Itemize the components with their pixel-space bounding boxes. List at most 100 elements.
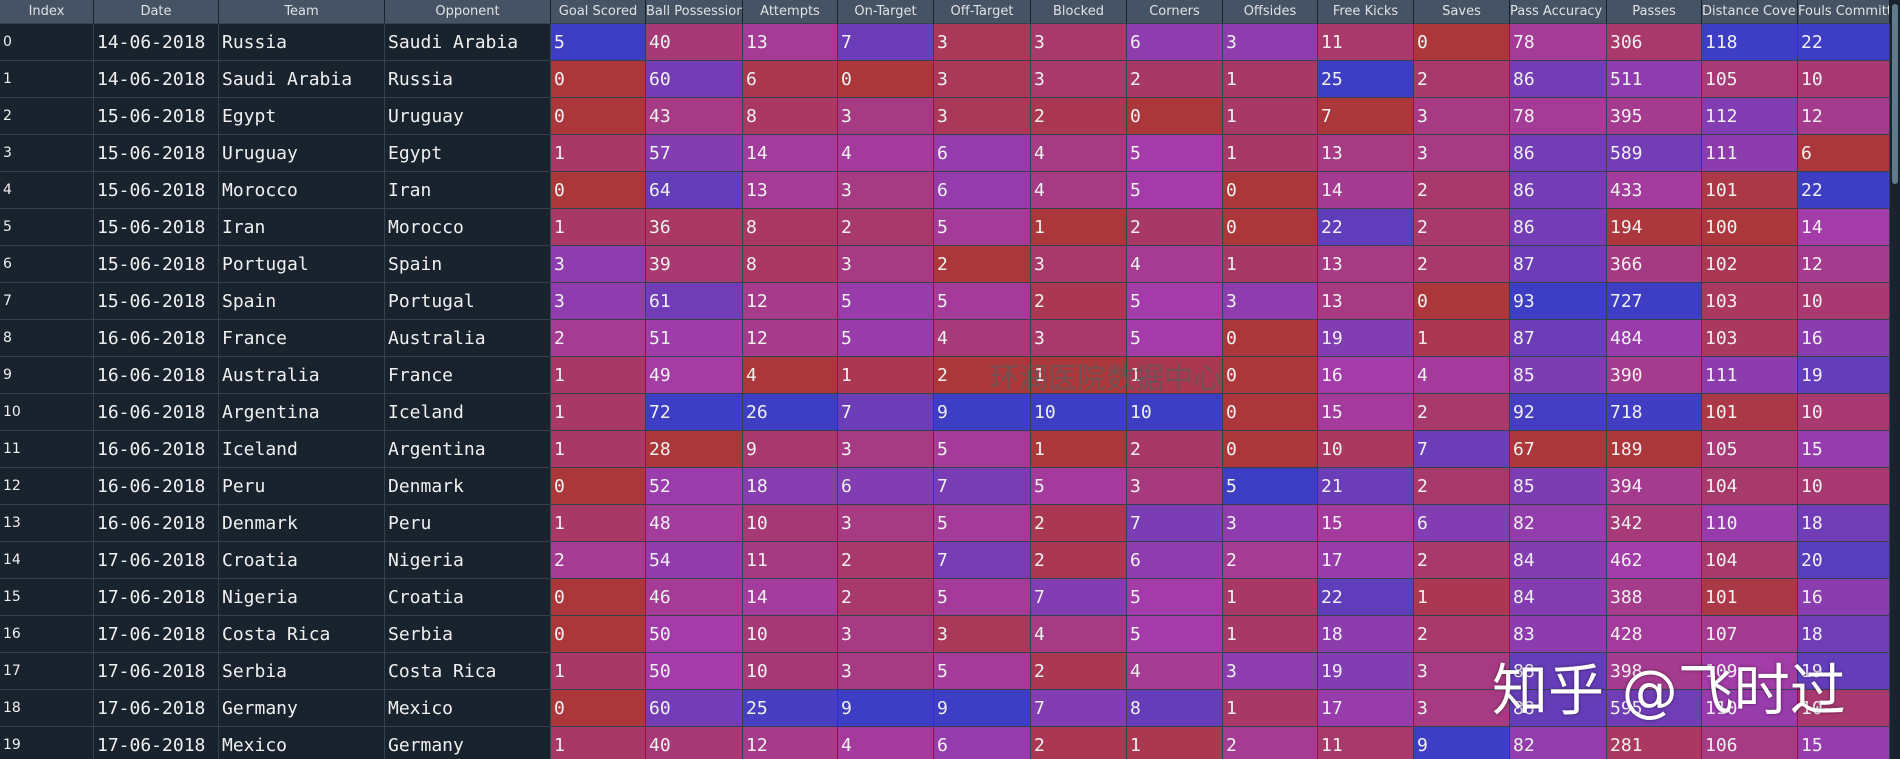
table-cell: 2 [1127, 61, 1223, 98]
column-header[interactable]: Ball Possession % [646, 0, 743, 24]
column-header[interactable]: Opponent [385, 0, 551, 24]
table-cell: 9 [934, 394, 1031, 431]
table-cell: 104 [1702, 468, 1798, 505]
column-header[interactable]: Pass Accuracy % [1510, 0, 1607, 24]
table-cell: 10 [743, 505, 838, 542]
table-cell: 589 [1607, 135, 1702, 172]
table-cell: 433 [1607, 172, 1702, 209]
table-cell: 88 [1510, 690, 1607, 727]
table-cell: 15 [1798, 727, 1890, 759]
table-cell: 82 [1510, 505, 1607, 542]
table-cell: 8 [743, 209, 838, 246]
table-cell: 2 [551, 320, 646, 357]
table-cell: 3 [934, 61, 1031, 98]
table-cell: 2 [1127, 209, 1223, 246]
column-header[interactable]: On-Target [838, 0, 934, 24]
table-cell: 72 [646, 394, 743, 431]
column-header[interactable]: Off-Target [934, 0, 1031, 24]
table-cell: 15-06-2018 [94, 172, 219, 209]
table-cell: 7 [934, 542, 1031, 579]
table-cell: Australia [385, 320, 551, 357]
table-cell: 40 [646, 727, 743, 759]
table-cell: 10 [1127, 394, 1223, 431]
table-cell: 394 [1607, 468, 1702, 505]
table-cell: 93 [1510, 283, 1607, 320]
table-cell: Iran [219, 209, 385, 246]
row-index: 17 [0, 653, 94, 690]
table-cell: 28 [646, 431, 743, 468]
table-cell: 12 [743, 320, 838, 357]
row-index: 18 [0, 690, 94, 727]
column-header[interactable]: Attempts [743, 0, 838, 24]
column-header[interactable]: Goal Scored [551, 0, 646, 24]
table-cell: 366 [1607, 246, 1702, 283]
table-cell: 15-06-2018 [94, 98, 219, 135]
column-header[interactable]: Free Kicks [1318, 0, 1414, 24]
table-cell: 3 [1414, 135, 1510, 172]
table-cell: Nigeria [219, 579, 385, 616]
table-cell: 6 [743, 61, 838, 98]
table-cell: 16 [1318, 357, 1414, 394]
table-cell: Uruguay [385, 98, 551, 135]
row-index: 10 [0, 394, 94, 431]
table-cell: Argentina [385, 431, 551, 468]
table-cell: 60 [646, 61, 743, 98]
table-cell: 107 [1702, 616, 1798, 653]
table-cell: 13 [743, 24, 838, 61]
row-index: 4 [0, 172, 94, 209]
table-cell: Serbia [385, 616, 551, 653]
table-cell: 0 [551, 172, 646, 209]
column-header[interactable]: Date [94, 0, 219, 24]
table-cell: 0 [1223, 394, 1318, 431]
column-header[interactable]: Passes [1607, 0, 1702, 24]
table-cell: 4 [1031, 172, 1127, 209]
table-cell: 19 [1318, 653, 1414, 690]
column-header[interactable]: Index [0, 0, 94, 24]
table-cell: 112 [1702, 98, 1798, 135]
column-header[interactable]: Distance Covered (Kms) [1702, 0, 1798, 24]
table-cell: Argentina [219, 394, 385, 431]
table-cell: 0 [1414, 24, 1510, 61]
table-cell: 0 [1223, 320, 1318, 357]
table-cell: 2 [1414, 468, 1510, 505]
table-cell: 3 [934, 98, 1031, 135]
table-cell: 36 [646, 209, 743, 246]
table-cell: 2 [1127, 431, 1223, 468]
table-cell: 1 [1223, 616, 1318, 653]
table-cell: 105 [1702, 61, 1798, 98]
table-cell: 3 [1031, 320, 1127, 357]
table-cell: 4 [1031, 616, 1127, 653]
column-header[interactable]: Saves [1414, 0, 1510, 24]
column-header[interactable]: Fouls Committed [1798, 0, 1890, 24]
table-cell: 16 [1798, 579, 1890, 616]
watermark: 环润医院数据中心 [990, 361, 1223, 395]
scrollbar[interactable] [1890, 0, 1900, 759]
table-cell: 110 [1702, 505, 1798, 542]
table-cell: 21 [1318, 468, 1414, 505]
table-cell: 50 [646, 653, 743, 690]
table-cell: 3 [1414, 653, 1510, 690]
table-cell: 3 [1127, 468, 1223, 505]
table-cell: 15 [1798, 431, 1890, 468]
table-cell: 5 [934, 505, 1031, 542]
table-cell: 8 [743, 246, 838, 283]
scroll-thumb[interactable] [1892, 4, 1898, 184]
table-cell: 3 [551, 283, 646, 320]
table-cell: 43 [646, 98, 743, 135]
column-header[interactable]: Offsides [1223, 0, 1318, 24]
table-cell: 0 [551, 690, 646, 727]
table-cell: 15-06-2018 [94, 246, 219, 283]
table-cell: 17-06-2018 [94, 653, 219, 690]
table-cell: Denmark [385, 468, 551, 505]
column-header[interactable]: Corners [1127, 0, 1223, 24]
table-cell: 484 [1607, 320, 1702, 357]
table-cell: 10 [1798, 61, 1890, 98]
column-header[interactable]: Team [219, 0, 385, 24]
table-cell: 16-06-2018 [94, 394, 219, 431]
table-cell: 2 [1414, 246, 1510, 283]
column-header[interactable]: Blocked [1031, 0, 1127, 24]
row-index: 2 [0, 98, 94, 135]
table-cell: Spain [385, 246, 551, 283]
table-cell: 1 [1223, 690, 1318, 727]
table-cell: 14 [1798, 209, 1890, 246]
